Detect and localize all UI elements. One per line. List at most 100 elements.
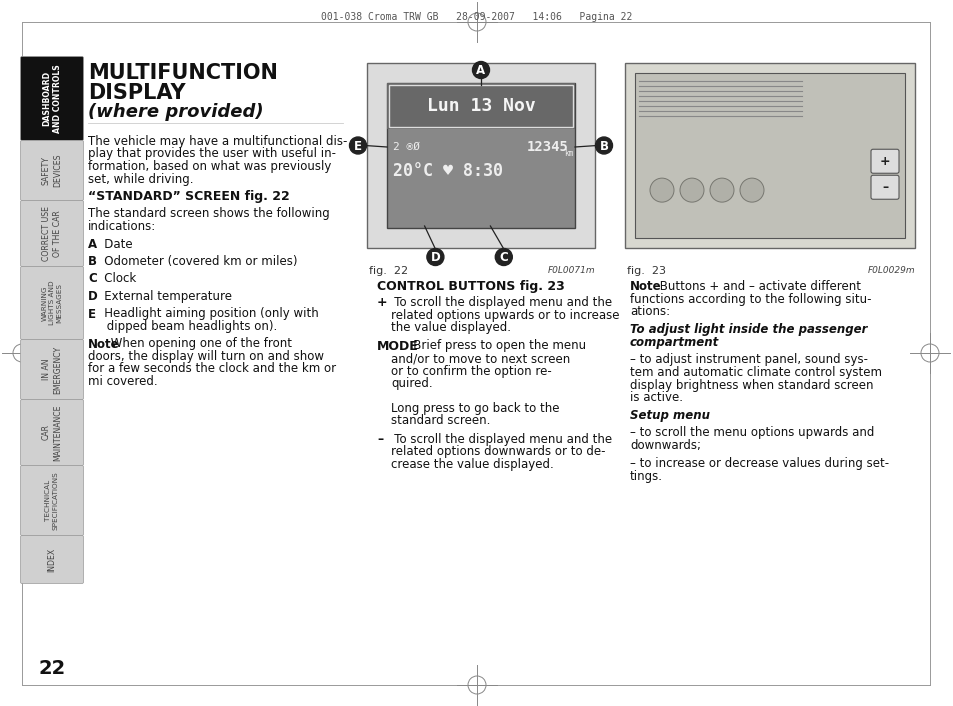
Text: DASHBOARD
AND CONTROLS: DASHBOARD AND CONTROLS (42, 64, 62, 133)
Text: for a few seconds the clock and the km or: for a few seconds the clock and the km o… (88, 362, 335, 376)
Bar (635, 73, 904, 238)
Circle shape (740, 178, 763, 202)
Text: C: C (499, 251, 508, 264)
Text: D: D (88, 290, 97, 303)
Text: A: A (476, 64, 485, 77)
Text: – to scroll the menu options upwards and: – to scroll the menu options upwards and (629, 426, 874, 439)
Text: downwards;: downwards; (629, 438, 700, 452)
Text: Odometer (covered km or miles): Odometer (covered km or miles) (92, 255, 297, 268)
Text: dipped beam headlights on).: dipped beam headlights on). (88, 320, 277, 333)
Text: The standard screen shows the following: The standard screen shows the following (88, 208, 330, 220)
Text: fig.  22: fig. 22 (369, 266, 408, 276)
Text: 001-038 Croma TRW GB   28-09-2007   14:06   Pagina 22: 001-038 Croma TRW GB 28-09-2007 14:06 Pa… (321, 12, 632, 22)
Circle shape (495, 249, 512, 265)
Text: formation, based on what was previously: formation, based on what was previously (88, 160, 331, 173)
FancyBboxPatch shape (20, 56, 84, 140)
Text: C: C (88, 273, 96, 285)
Text: the value displayed.: the value displayed. (391, 321, 511, 334)
Text: To adjust light inside the passenger: To adjust light inside the passenger (629, 323, 866, 337)
Text: –: – (881, 181, 887, 193)
Text: 2 ®Ø: 2 ®Ø (393, 142, 419, 152)
Text: is active.: is active. (629, 391, 682, 404)
Bar (387, 83, 575, 228)
Text: INDEX: INDEX (48, 547, 56, 572)
Text: DISPLAY: DISPLAY (88, 83, 186, 103)
FancyBboxPatch shape (20, 465, 84, 535)
Bar (389, 85, 573, 127)
Text: To scroll the displayed menu and the: To scroll the displayed menu and the (383, 433, 612, 446)
Text: Date: Date (92, 237, 132, 251)
Text: +: + (376, 296, 387, 309)
Text: Headlight aiming position (only with: Headlight aiming position (only with (92, 308, 318, 321)
Circle shape (426, 249, 443, 265)
Text: set, while driving.: set, while driving. (88, 172, 193, 186)
Text: Buttons + and – activate different: Buttons + and – activate different (656, 280, 861, 293)
Text: or to confirm the option re-: or to confirm the option re- (391, 364, 551, 378)
Text: display brightness when standard screen: display brightness when standard screen (629, 378, 873, 392)
Text: km: km (563, 148, 573, 157)
Text: When opening one of the front: When opening one of the front (107, 337, 292, 350)
Text: play that provides the user with useful in-: play that provides the user with useful … (88, 148, 335, 160)
FancyBboxPatch shape (870, 175, 898, 199)
Text: WARNING
LIGHTS AND
MESSAGES: WARNING LIGHTS AND MESSAGES (42, 281, 63, 325)
Text: F0L0071m: F0L0071m (547, 266, 595, 275)
Text: Clock: Clock (92, 273, 135, 285)
Text: crease the value displayed.: crease the value displayed. (391, 458, 553, 471)
Text: functions according to the following situ-: functions according to the following sit… (629, 292, 871, 306)
Text: TECHNICAL
SPECIFICATIONS: TECHNICAL SPECIFICATIONS (45, 471, 59, 530)
Text: quired.: quired. (391, 377, 432, 390)
Text: tings.: tings. (629, 469, 662, 483)
Text: SAFETY
DEVICES: SAFETY DEVICES (42, 154, 62, 187)
Text: 12345: 12345 (527, 140, 568, 154)
Text: MODE: MODE (376, 340, 418, 352)
Text: E: E (354, 140, 361, 152)
Bar (387, 83, 575, 129)
Text: Note: Note (629, 280, 661, 293)
Text: IN AN
EMERGENCY: IN AN EMERGENCY (42, 345, 62, 394)
Text: Brief press to open the menu: Brief press to open the menu (401, 340, 585, 352)
Circle shape (595, 137, 612, 154)
Text: 22: 22 (38, 659, 66, 678)
Text: Setup menu: Setup menu (629, 409, 709, 421)
Text: D: D (430, 251, 440, 264)
Circle shape (709, 178, 733, 202)
FancyBboxPatch shape (20, 266, 84, 340)
Text: (where provided): (where provided) (88, 103, 263, 121)
Text: E: E (88, 308, 96, 321)
Text: F0L0029m: F0L0029m (866, 266, 914, 275)
Circle shape (472, 61, 489, 78)
Text: mi covered.: mi covered. (88, 375, 157, 388)
Text: Long press to go back to the: Long press to go back to the (391, 402, 558, 415)
Text: “STANDARD” SCREEN fig. 22: “STANDARD” SCREEN fig. 22 (88, 190, 290, 203)
Text: B: B (598, 140, 608, 152)
Text: Lun 13 Nov: Lun 13 Nov (426, 97, 535, 115)
FancyBboxPatch shape (20, 201, 84, 266)
Bar (367, 63, 595, 248)
FancyBboxPatch shape (20, 340, 84, 400)
Text: doors, the display will turn on and show: doors, the display will turn on and show (88, 350, 324, 363)
Text: and/or to move to next screen: and/or to move to next screen (391, 352, 570, 365)
Text: +: + (879, 155, 889, 168)
Text: –: – (376, 433, 383, 446)
Text: CAR
MAINTENANCE: CAR MAINTENANCE (42, 405, 62, 461)
Text: External temperature: External temperature (92, 290, 232, 303)
Text: Note: Note (88, 337, 119, 350)
Text: ations:: ations: (629, 305, 669, 318)
Text: B: B (88, 255, 97, 268)
Text: CONTROL BUTTONS fig. 23: CONTROL BUTTONS fig. 23 (376, 280, 564, 293)
Text: – to adjust instrument panel, sound sys-: – to adjust instrument panel, sound sys- (629, 354, 867, 366)
Text: To scroll the displayed menu and the: To scroll the displayed menu and the (383, 296, 612, 309)
FancyBboxPatch shape (20, 140, 84, 201)
Text: standard screen.: standard screen. (391, 414, 490, 428)
FancyBboxPatch shape (20, 400, 84, 465)
Text: indications:: indications: (88, 220, 156, 233)
Text: related options downwards or to de-: related options downwards or to de- (391, 445, 605, 458)
Text: compartment: compartment (629, 336, 719, 349)
Text: tem and automatic climate control system: tem and automatic climate control system (629, 366, 882, 379)
FancyBboxPatch shape (870, 149, 898, 173)
Text: related options upwards or to increase: related options upwards or to increase (391, 309, 618, 321)
Text: CORRECT USE
OF THE CAR: CORRECT USE OF THE CAR (42, 206, 62, 261)
Text: fig.  23: fig. 23 (626, 266, 665, 276)
FancyBboxPatch shape (20, 535, 84, 583)
Bar (624, 63, 914, 248)
